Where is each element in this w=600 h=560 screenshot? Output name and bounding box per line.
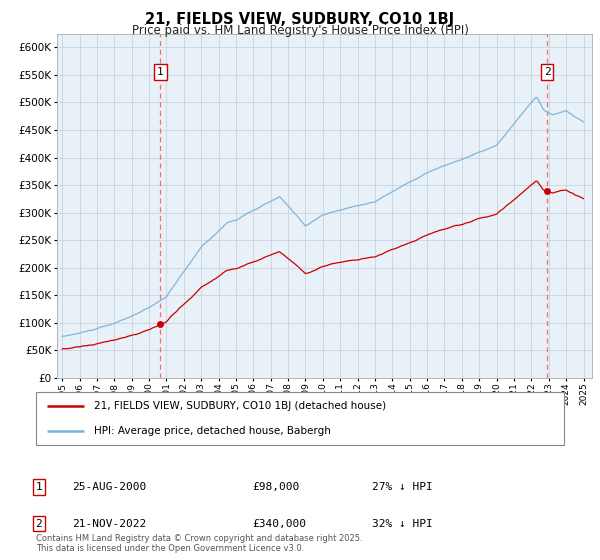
Text: £340,000: £340,000 [252,519,306,529]
Text: Contains HM Land Registry data © Crown copyright and database right 2025.
This d: Contains HM Land Registry data © Crown c… [36,534,362,553]
Text: 1: 1 [35,482,43,492]
Text: 21, FIELDS VIEW, SUDBURY, CO10 1BJ (detached house): 21, FIELDS VIEW, SUDBURY, CO10 1BJ (deta… [94,402,386,412]
Text: 21, FIELDS VIEW, SUDBURY, CO10 1BJ: 21, FIELDS VIEW, SUDBURY, CO10 1BJ [145,12,455,27]
Text: 2: 2 [35,519,43,529]
Text: 2: 2 [544,67,550,77]
Text: 21-NOV-2022: 21-NOV-2022 [72,519,146,529]
Text: HPI: Average price, detached house, Babergh: HPI: Average price, detached house, Babe… [94,426,331,436]
Text: 27% ↓ HPI: 27% ↓ HPI [372,482,433,492]
Text: 25-AUG-2000: 25-AUG-2000 [72,482,146,492]
Text: 1: 1 [157,67,164,77]
Text: £98,000: £98,000 [252,482,299,492]
Text: Price paid vs. HM Land Registry's House Price Index (HPI): Price paid vs. HM Land Registry's House … [131,24,469,37]
FancyBboxPatch shape [36,392,564,445]
Text: 32% ↓ HPI: 32% ↓ HPI [372,519,433,529]
